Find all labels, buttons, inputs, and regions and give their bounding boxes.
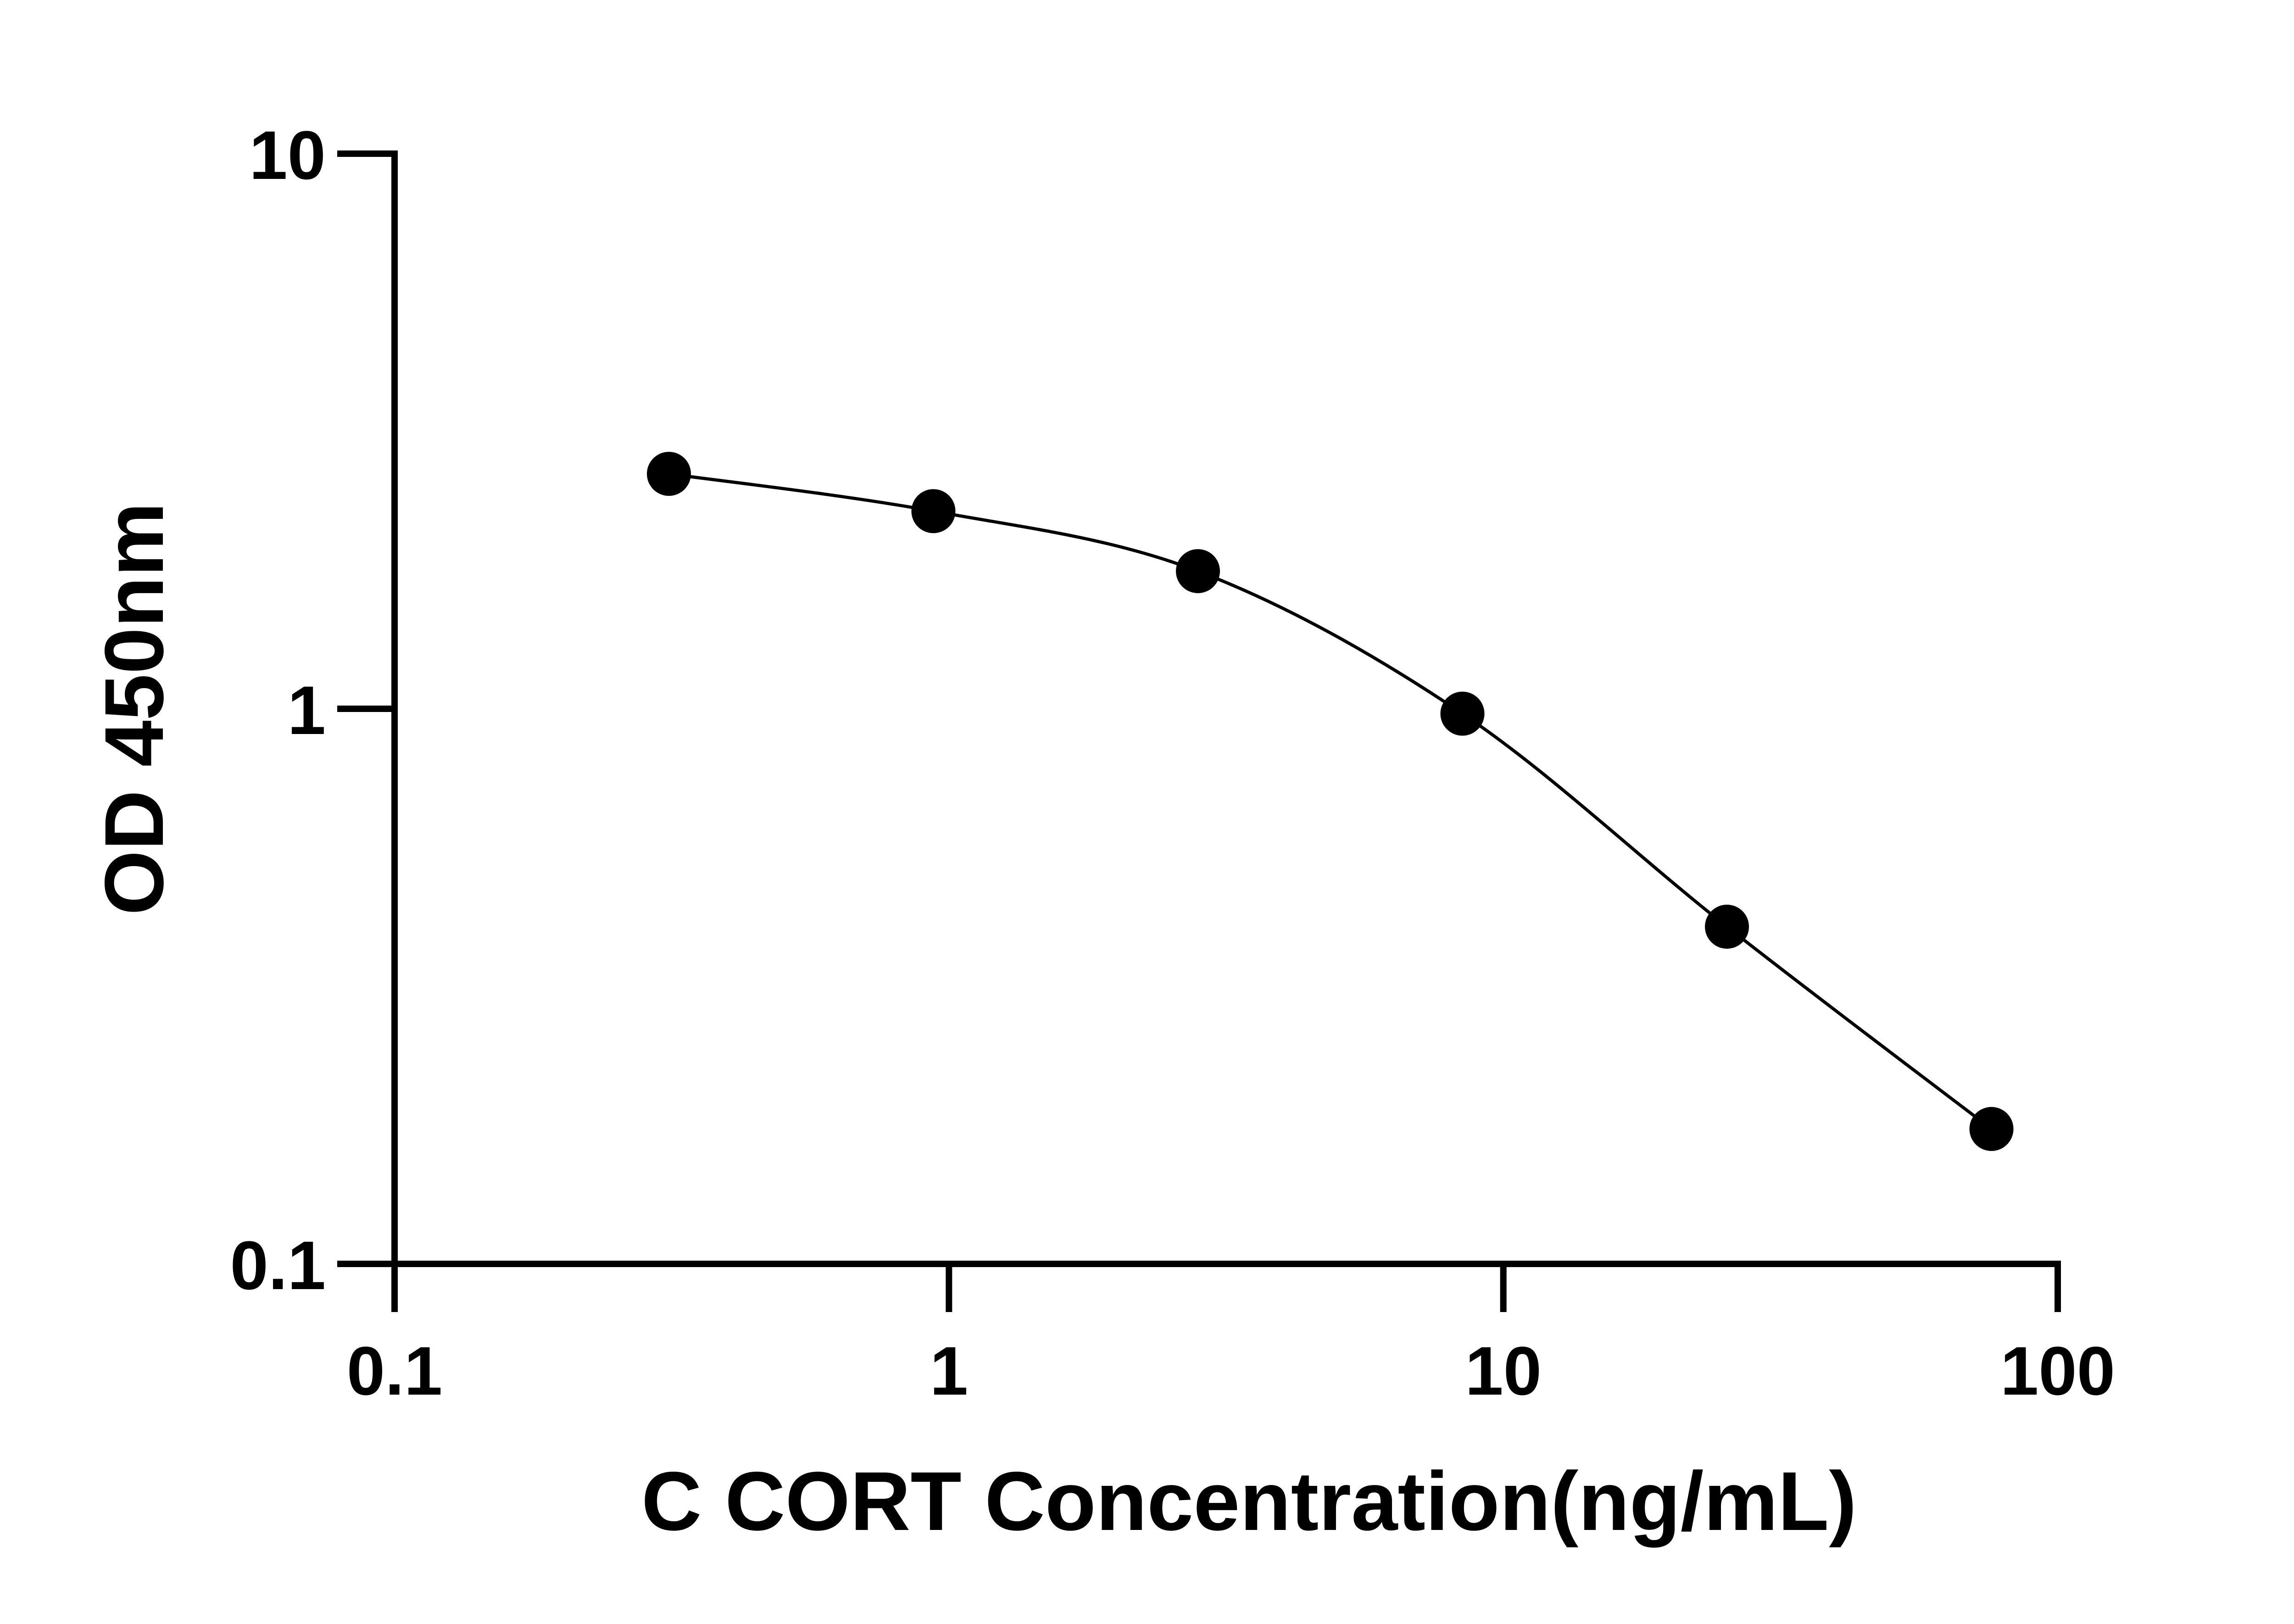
x-tick-label: 100 [2000,1332,2115,1409]
data-point [1969,1107,2014,1151]
fit-curve [668,472,1993,1130]
axes [337,150,2061,1312]
data-point [1440,691,1485,736]
data-point [1705,904,1749,949]
y-tick-label: 0.1 [230,1227,326,1304]
data-point [646,451,691,496]
plot-area [646,451,2014,1151]
x-tick-label: 0.1 [347,1332,443,1409]
axis-ticks: 0.1 1 10 100 0.1 1 10 [230,117,2115,1409]
x-axis-title: C CORT Concentration(ng/mL) [641,1454,1857,1548]
y-tick-label: 10 [249,117,326,194]
x-tick-label: 10 [1465,1332,1542,1409]
y-axis-title: OD 450nm [87,502,181,915]
data-point [911,489,956,534]
data-point [1175,549,1220,593]
y-tick-label: 1 [288,672,326,749]
x-tick-label: 1 [930,1332,968,1409]
